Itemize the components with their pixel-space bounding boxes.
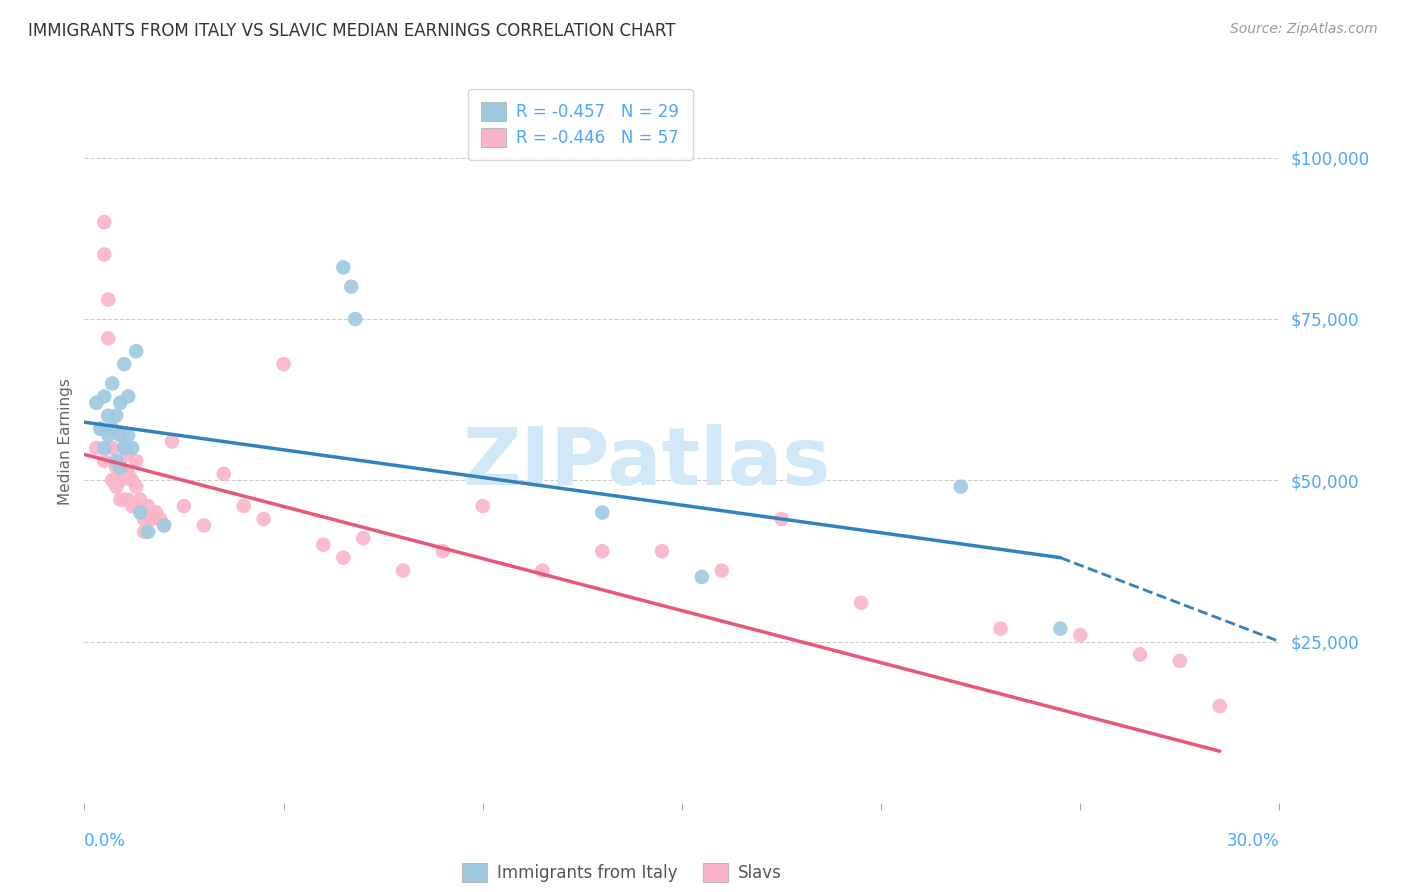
Point <box>949 480 972 494</box>
Point <box>93 441 115 455</box>
Point <box>1069 628 1091 642</box>
Point <box>432 544 454 558</box>
Point <box>112 357 135 371</box>
Point <box>471 499 494 513</box>
Point <box>89 422 111 436</box>
Point <box>101 441 124 455</box>
Point <box>591 544 613 558</box>
Point <box>132 524 156 539</box>
Point <box>117 492 139 507</box>
Point <box>125 480 148 494</box>
Point <box>117 447 139 461</box>
Point <box>97 293 120 307</box>
Point <box>160 434 183 449</box>
Point <box>273 357 295 371</box>
Point <box>531 564 554 578</box>
Point <box>129 506 152 520</box>
Point <box>212 467 235 481</box>
Point <box>153 518 176 533</box>
Point <box>93 247 115 261</box>
Point <box>125 344 148 359</box>
Point <box>117 467 139 481</box>
Point <box>173 499 195 513</box>
Point <box>392 564 415 578</box>
Text: 0.0%: 0.0% <box>84 831 127 850</box>
Point <box>110 428 132 442</box>
Legend: Immigrants from Italy, Slavs: Immigrants from Italy, Slavs <box>454 855 790 890</box>
Point <box>125 454 148 468</box>
Point <box>112 467 135 481</box>
Point <box>121 499 143 513</box>
Text: Source: ZipAtlas.com: Source: ZipAtlas.com <box>1230 22 1378 37</box>
Point <box>253 512 276 526</box>
Point <box>93 454 115 468</box>
Point <box>149 512 172 526</box>
Point <box>110 473 132 487</box>
Point <box>110 460 132 475</box>
Text: 30.0%: 30.0% <box>1227 831 1279 850</box>
Point <box>990 622 1012 636</box>
Point <box>136 524 159 539</box>
Point <box>132 512 156 526</box>
Point <box>97 331 120 345</box>
Text: ZIPatlas: ZIPatlas <box>463 425 830 502</box>
Point <box>105 480 128 494</box>
Point <box>851 596 873 610</box>
Point <box>110 428 132 442</box>
Point <box>86 441 108 455</box>
Point <box>110 454 132 468</box>
Point <box>1129 648 1152 662</box>
Point <box>97 428 120 442</box>
Point <box>105 409 128 423</box>
Point <box>121 441 143 455</box>
Point <box>710 564 733 578</box>
Point <box>86 396 108 410</box>
Point <box>1209 699 1232 714</box>
Point <box>332 260 354 275</box>
Point <box>145 506 167 520</box>
Point <box>101 473 124 487</box>
Point <box>129 492 152 507</box>
Point <box>121 473 143 487</box>
Point <box>1168 654 1191 668</box>
Y-axis label: Median Earnings: Median Earnings <box>58 378 73 505</box>
Point <box>117 428 139 442</box>
Point <box>332 550 354 565</box>
Point <box>193 518 215 533</box>
Point <box>101 422 124 436</box>
Point <box>340 279 363 293</box>
Point <box>690 570 713 584</box>
Text: IMMIGRANTS FROM ITALY VS SLAVIC MEDIAN EARNINGS CORRELATION CHART: IMMIGRANTS FROM ITALY VS SLAVIC MEDIAN E… <box>28 22 676 40</box>
Point <box>136 499 159 513</box>
Point <box>105 460 128 475</box>
Point <box>344 312 367 326</box>
Point <box>352 531 374 545</box>
Point <box>770 512 793 526</box>
Point <box>112 441 135 455</box>
Point <box>651 544 673 558</box>
Point <box>112 492 135 507</box>
Point <box>141 512 163 526</box>
Point <box>1049 622 1071 636</box>
Point <box>89 422 111 436</box>
Point <box>232 499 254 513</box>
Point <box>93 389 115 403</box>
Point <box>110 396 132 410</box>
Point <box>93 215 115 229</box>
Point <box>117 389 139 403</box>
Point <box>112 441 135 455</box>
Point <box>591 506 613 520</box>
Point <box>312 538 335 552</box>
Point <box>110 492 132 507</box>
Point <box>101 376 124 391</box>
Point <box>105 454 128 468</box>
Point <box>97 409 120 423</box>
Point <box>153 518 176 533</box>
